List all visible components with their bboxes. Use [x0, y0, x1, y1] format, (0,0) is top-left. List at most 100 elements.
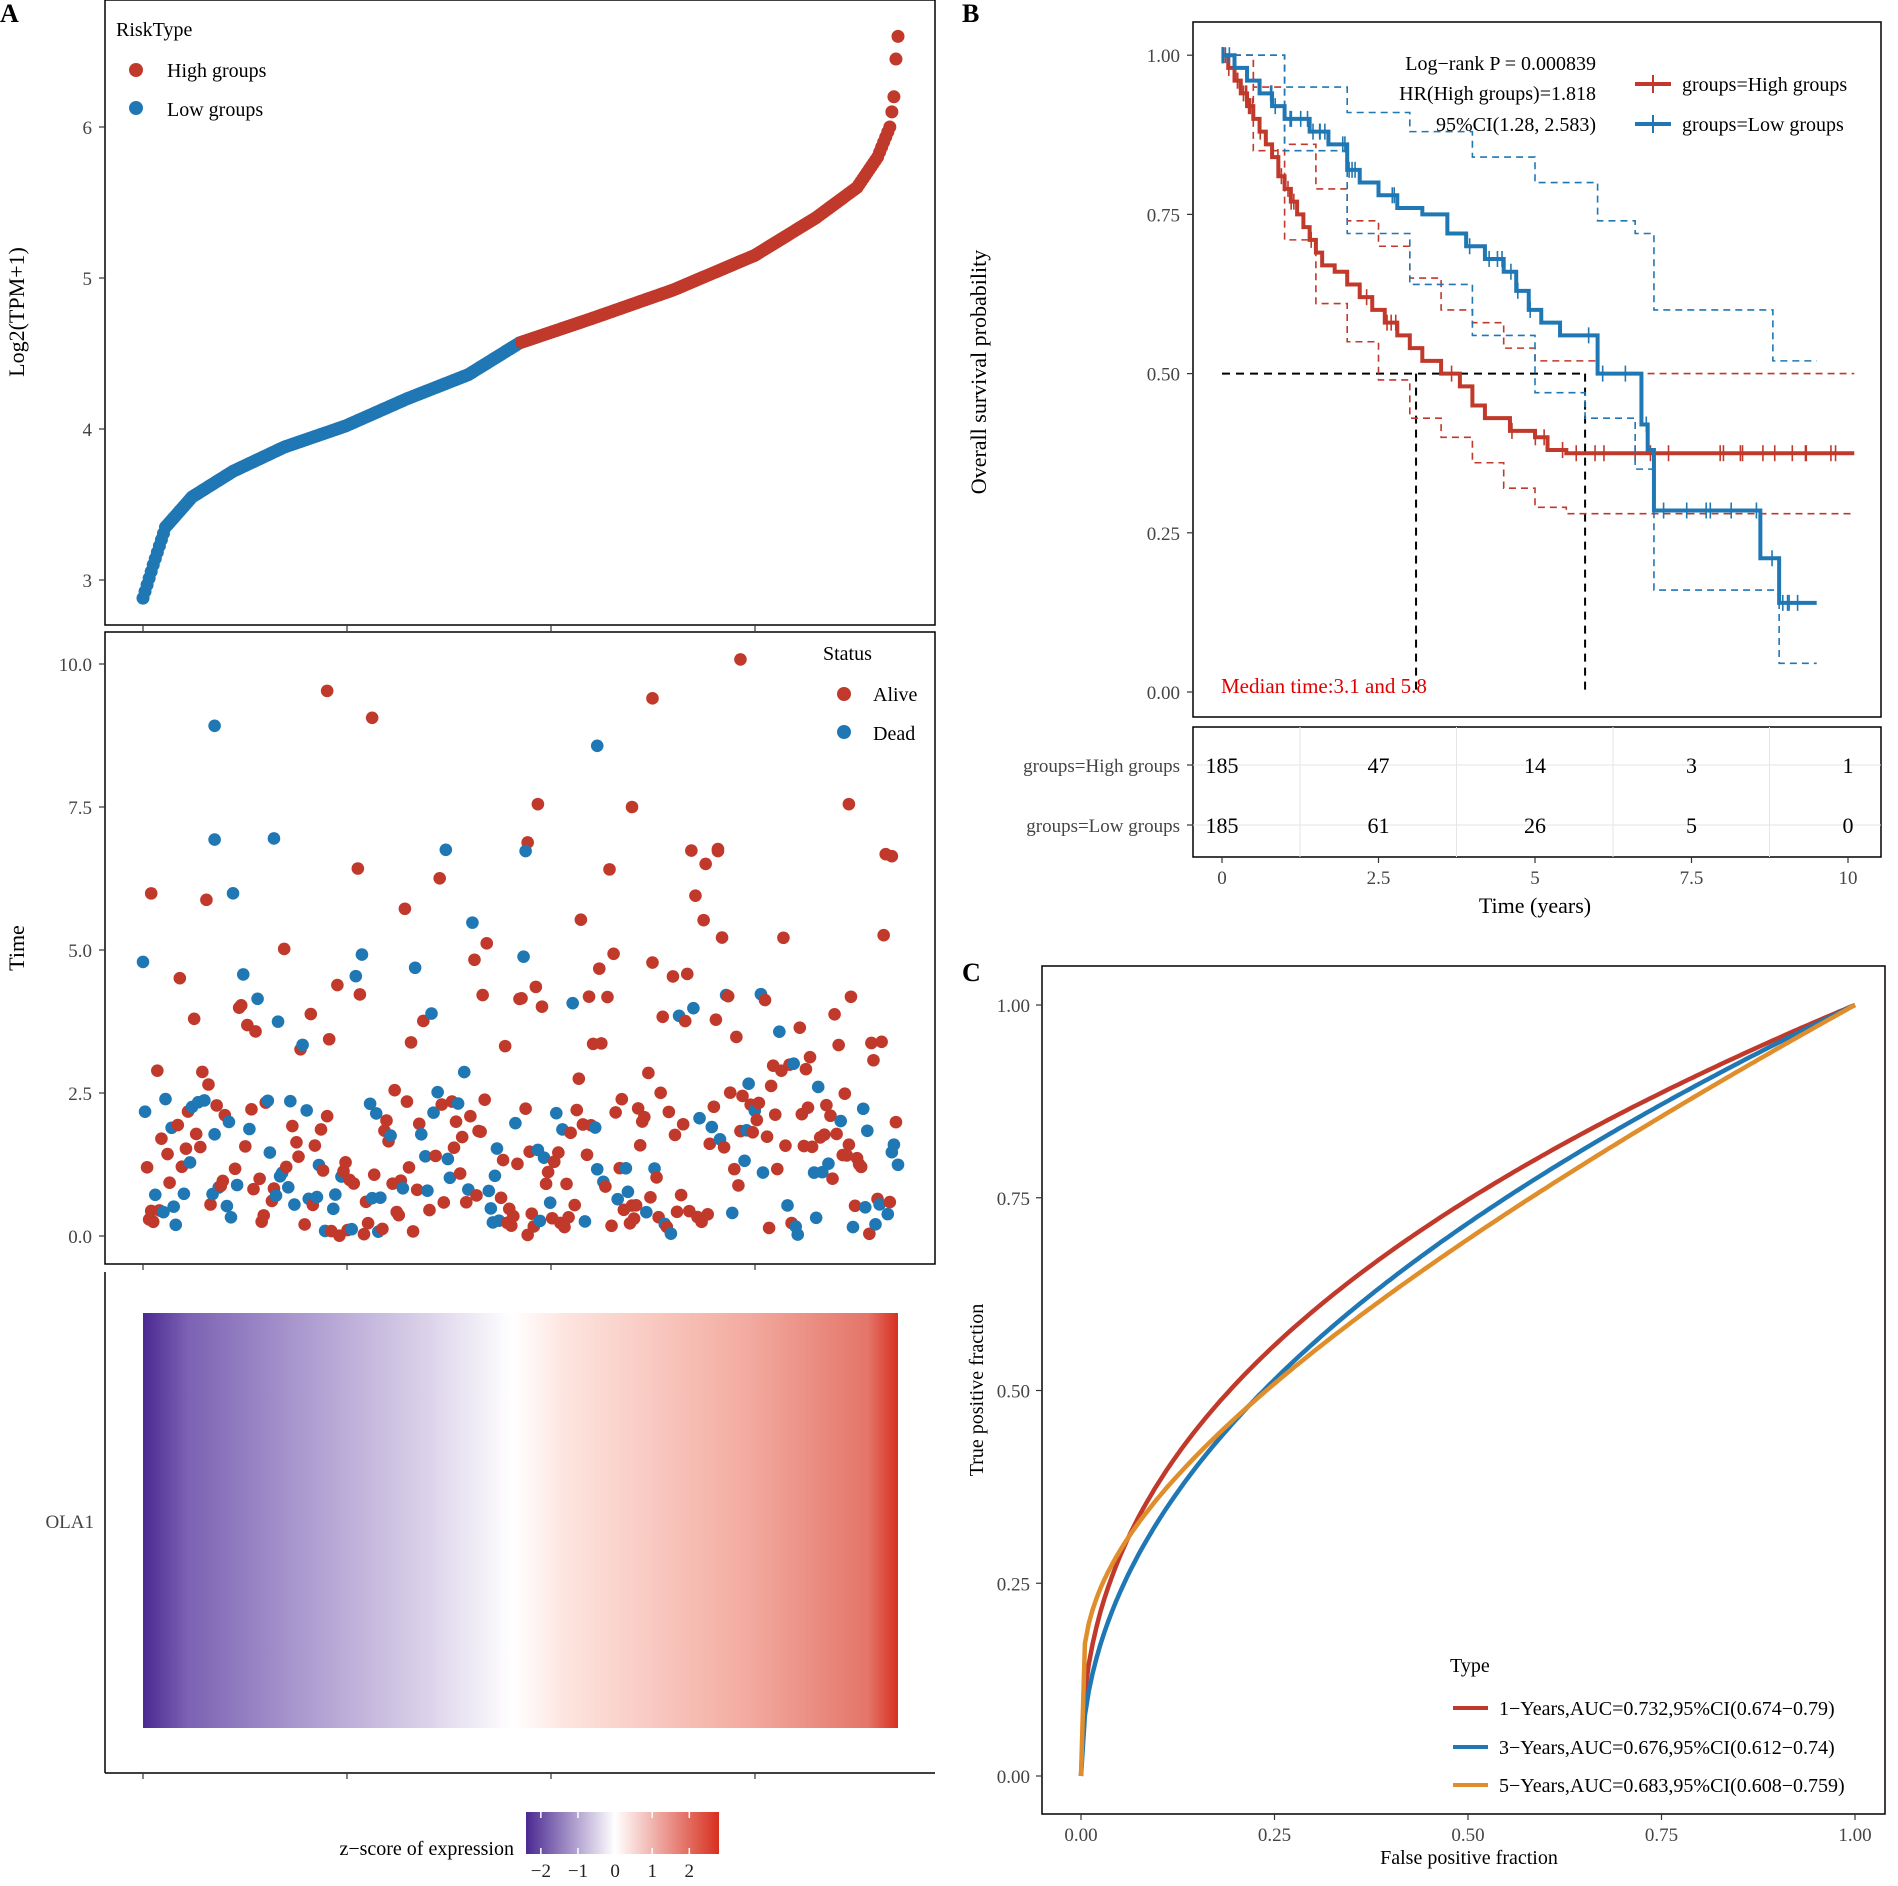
risk-plot-points — [136, 29, 905, 605]
dead-point — [664, 1227, 678, 1240]
colorbar-title: z−score of expression — [339, 1838, 514, 1860]
roc-curve — [1078, 1002, 1856, 1777]
alive-point — [668, 1128, 682, 1142]
alive-point — [151, 1064, 164, 1077]
km-x-ticks: 0 2.5 5 7.5 10 — [1217, 857, 1858, 889]
y-tick-label: 0.75 — [997, 1189, 1030, 1210]
alive-point — [279, 1160, 293, 1174]
alive-point — [685, 844, 698, 857]
alive-point — [779, 1139, 792, 1152]
km-curve-high — [1222, 53, 1855, 456]
roc-curves — [1078, 1002, 1857, 1777]
risk-plot-y-title: Log2(TPM+1) — [4, 247, 29, 377]
dead-point — [267, 832, 281, 845]
alive-point — [678, 1014, 692, 1028]
dead-point — [441, 1152, 455, 1166]
dead-point — [208, 1128, 221, 1141]
alive-point — [627, 1212, 641, 1225]
alive-point — [541, 1165, 555, 1179]
alive-point — [433, 871, 446, 885]
alive-point — [417, 1014, 430, 1028]
alive-point — [449, 1115, 463, 1128]
expression-point — [889, 52, 903, 66]
alive-point — [768, 1108, 782, 1121]
dead-point — [443, 1171, 457, 1185]
dead-point — [251, 992, 264, 1006]
dead-point — [756, 1166, 770, 1179]
alive-point — [447, 1141, 461, 1154]
alive-point — [736, 1089, 749, 1103]
dead-point — [138, 1105, 152, 1118]
alive-point — [676, 1117, 690, 1131]
alive-point — [357, 1227, 371, 1241]
y-tick-label: 4 — [83, 420, 93, 441]
alive-point — [316, 1164, 330, 1177]
km-legend: groups=High groups groups=Low groups — [1635, 74, 1847, 136]
alive-point — [204, 1198, 217, 1211]
roc-legend: Type 1−Years,AUC=0.732,95%CI(0.674−0.79)… — [1450, 1655, 1845, 1797]
alive-point — [818, 1128, 831, 1141]
alive-point — [803, 1050, 817, 1064]
alive-point — [674, 1188, 688, 1202]
y-tick-label: 5 — [83, 269, 93, 290]
y-tick-label: 1.00 — [1147, 46, 1180, 67]
alive-point — [171, 1118, 185, 1132]
alive-point — [840, 1149, 854, 1162]
alive-point — [865, 1036, 878, 1050]
risk-plot-frame — [104, 0, 936, 626]
dead-point — [224, 1210, 238, 1224]
dead-point — [427, 1106, 440, 1119]
alive-point — [470, 1189, 483, 1202]
alive-point — [498, 1039, 512, 1053]
dead-point — [349, 969, 363, 983]
dead-point — [222, 1115, 236, 1129]
alive-point — [314, 1123, 328, 1136]
km-y-ticks: 0.00 0.25 0.50 0.75 1.00 — [1147, 46, 1193, 704]
alive-point — [464, 1109, 477, 1123]
panel-letter-b: B — [962, 0, 979, 28]
dead-point — [198, 1094, 211, 1107]
alive-point — [601, 990, 614, 1004]
alive-point — [193, 1140, 207, 1154]
alive-point — [570, 1103, 584, 1117]
dead-point — [439, 843, 453, 857]
alive-point — [423, 1203, 436, 1217]
alive-point — [629, 1199, 643, 1212]
dead-point — [537, 1151, 551, 1165]
alive-point — [320, 1109, 334, 1123]
alive-point — [662, 1105, 676, 1119]
alive-point — [558, 1220, 571, 1234]
alive-point — [842, 1138, 856, 1151]
y-tick-label: 1.00 — [997, 996, 1030, 1017]
alive-point — [539, 1177, 553, 1191]
risk-table-cell: 5 — [1686, 813, 1697, 838]
dead-point — [345, 1222, 358, 1236]
risk-table: groups=High groups 185 47 14 3 1 groups=Low gr… — [1023, 726, 1882, 918]
risktype-legend-title: RiskType — [116, 19, 193, 41]
colorbar-tick-label: 2 — [685, 1861, 695, 1881]
alive-point — [247, 1182, 260, 1196]
alive-point — [140, 1161, 154, 1174]
alive-point — [474, 1125, 487, 1138]
roc-legend-title: Type — [1450, 1655, 1490, 1677]
risk-table-cells: groups=High groups 185 47 14 3 1 groups=Low gr… — [1023, 753, 1853, 838]
dead-point — [300, 1104, 313, 1117]
alive-point — [582, 990, 596, 1003]
heatmap-row-ola1 — [143, 1313, 898, 1728]
x-tick-label: 0 — [1217, 868, 1227, 889]
alive-point — [155, 1132, 168, 1145]
expression-heatmap: OLA1 z−score of expression −2 −1 0 1 2 — [45, 625, 935, 1882]
alive-point — [711, 844, 725, 858]
alive-point — [697, 913, 710, 927]
alive-point — [163, 1176, 176, 1189]
y-tick-label: 7.5 — [68, 798, 92, 819]
alive-point — [453, 1167, 467, 1180]
alive-point — [746, 1126, 760, 1139]
legend-label-dead: Dead — [873, 723, 915, 745]
alive-point — [525, 1207, 539, 1221]
panel-letter-c: C — [962, 958, 981, 987]
alive-point — [529, 980, 543, 994]
dead-point — [693, 1111, 706, 1125]
km-ci-lower — [1222, 54, 1817, 665]
